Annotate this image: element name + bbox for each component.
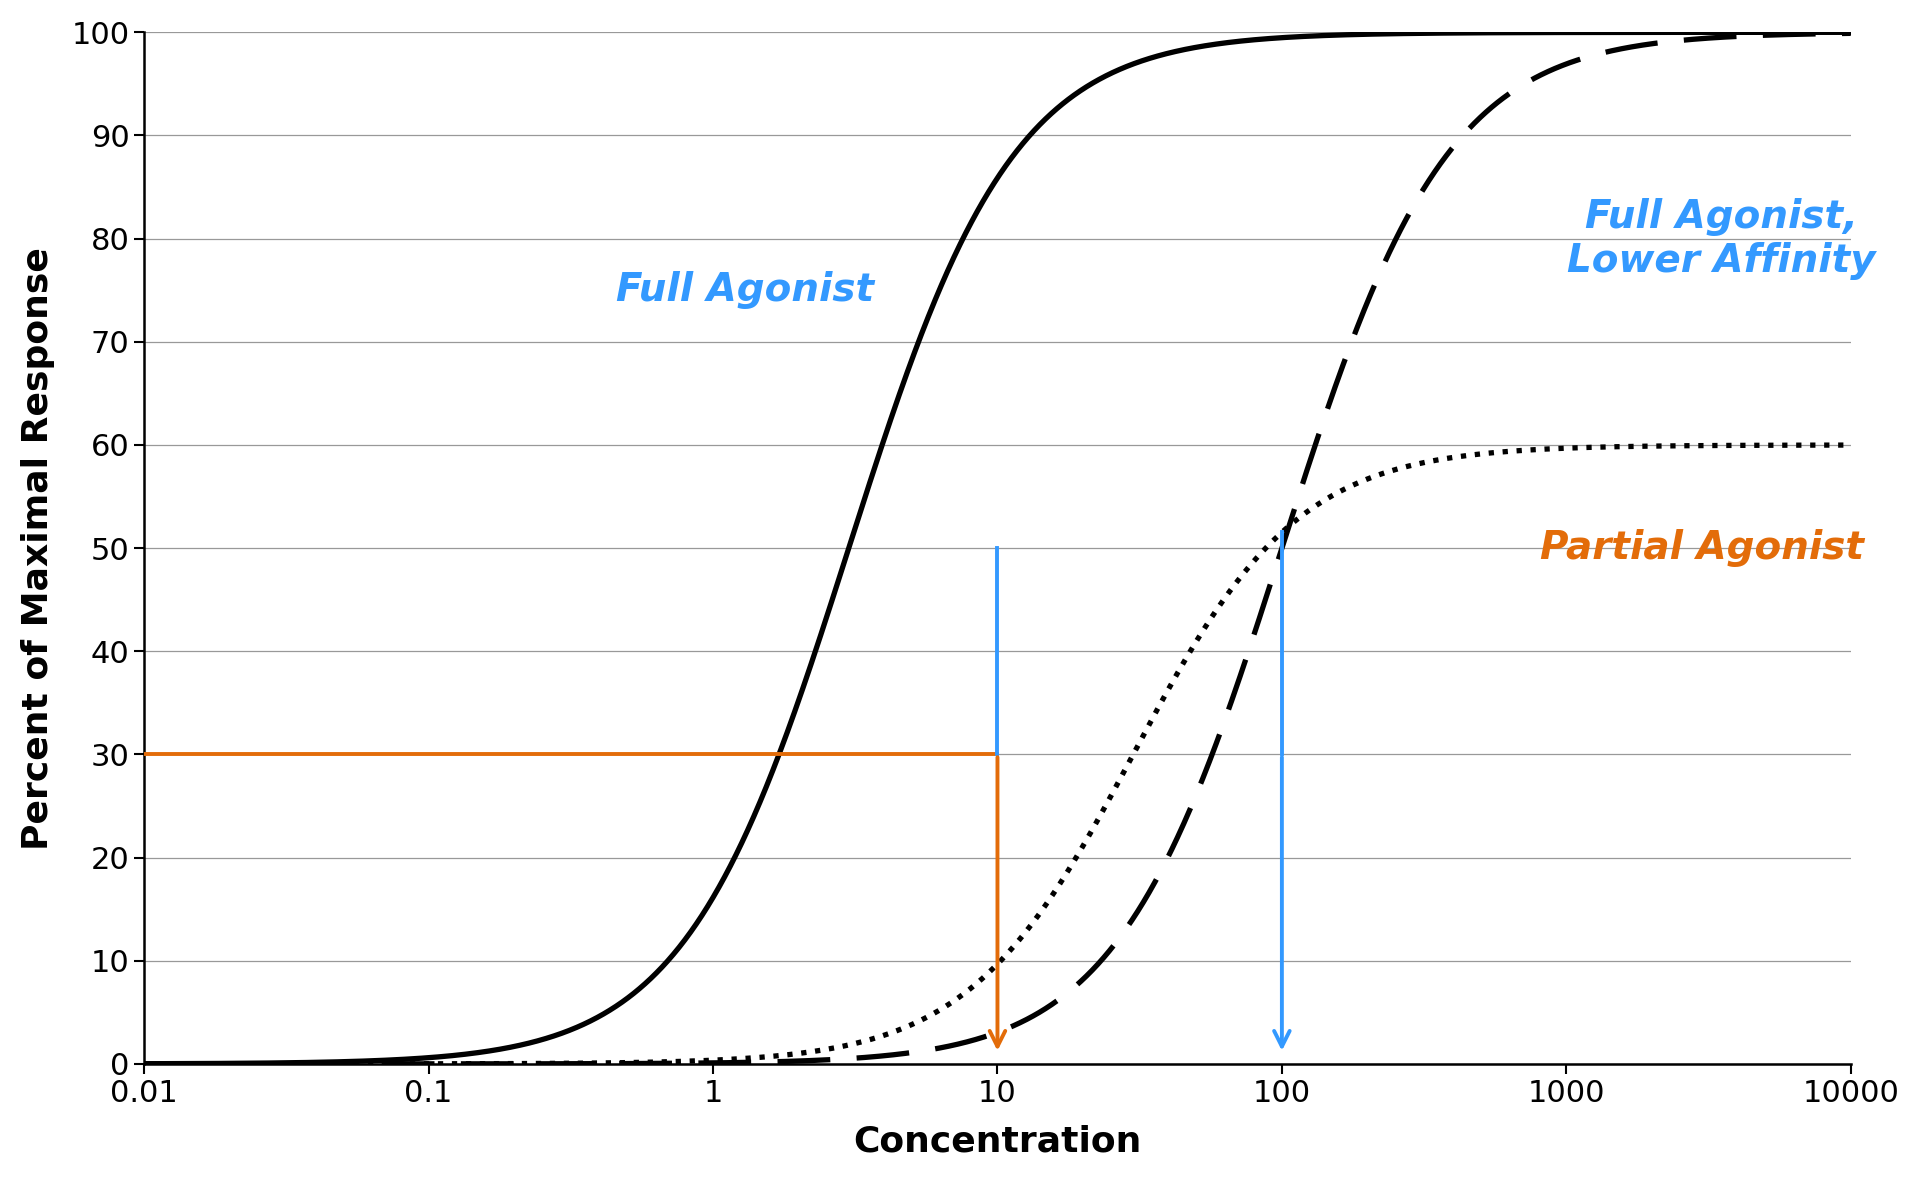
Y-axis label: Percent of Maximal Response: Percent of Maximal Response — [21, 246, 56, 850]
X-axis label: Concentration: Concentration — [852, 1124, 1142, 1158]
Text: Full Agonist,
Lower Affinity: Full Agonist, Lower Affinity — [1567, 198, 1876, 279]
Text: Partial Agonist: Partial Agonist — [1540, 529, 1864, 567]
Text: Full Agonist: Full Agonist — [616, 271, 874, 309]
